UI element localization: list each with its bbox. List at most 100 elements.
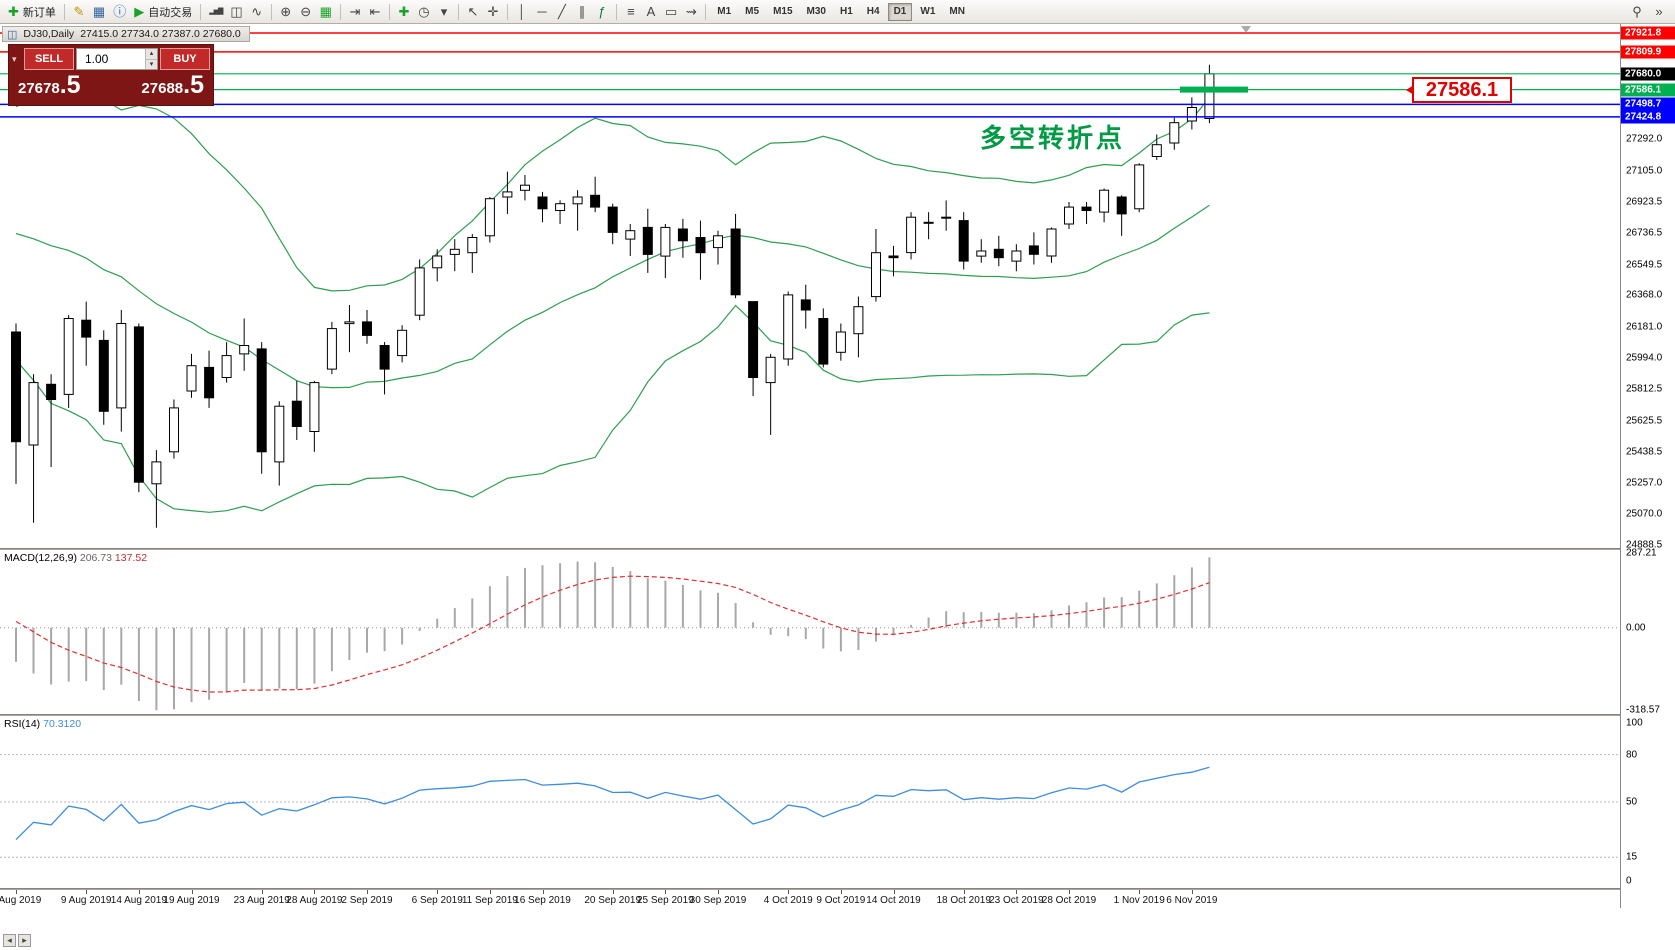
timeframe-w1-button[interactable]: W1	[920, 6, 936, 17]
bar-chart-icon[interactable]: ▂▅▇	[205, 2, 226, 22]
terminal-icon: ▦	[92, 4, 106, 19]
autotrading-button[interactable]: ▶ 自动交易	[130, 2, 196, 22]
candle	[607, 206, 618, 233]
one-click-collapse-icon[interactable]: ▾	[12, 54, 17, 64]
timeframe-mn-button[interactable]: MN	[949, 6, 965, 17]
horizontal-line-highlight[interactable]	[1180, 86, 1248, 93]
channel-icon[interactable]: ∥	[572, 2, 592, 22]
shapes-icon: ≡	[627, 4, 635, 19]
periods-icon[interactable]: ◷	[414, 2, 434, 22]
arrows-icon[interactable]: ⇝	[681, 2, 701, 22]
volume-increase-button[interactable]: ▴	[146, 49, 157, 60]
chart-window-icon: ◫	[7, 28, 18, 41]
templates-icon[interactable]: ▾	[434, 2, 454, 22]
rsi-line	[15, 766, 1210, 841]
pane-splitter[interactable]	[0, 888, 1675, 890]
shapes-icon[interactable]: ≡	[621, 2, 641, 22]
new-order-button[interactable]: ✚ 新订单	[4, 2, 60, 22]
search-icon[interactable]: ⚲	[1627, 2, 1647, 22]
timeframe-m1-button[interactable]: M1	[717, 6, 732, 17]
date-label: 6 Nov 2019	[1166, 895, 1218, 906]
axis-label: 25438.5	[1626, 446, 1663, 458]
sell-button[interactable]: SELL	[24, 48, 74, 70]
candlestick-chart-icon: ◫	[230, 4, 243, 19]
axis-label: 25625.5	[1626, 415, 1663, 426]
axis-label: 0	[1626, 875, 1632, 887]
main-chart[interactable]	[0, 24, 1620, 548]
axis-label: 26736.5	[1626, 227, 1663, 239]
volume-decrease-button[interactable]: ▾	[146, 59, 157, 69]
toolbar-separator	[457, 3, 459, 20]
zoom-in-icon[interactable]: ⊕	[276, 2, 296, 22]
horizontal-line-icon: ─	[537, 4, 547, 19]
vertical-line-icon[interactable]: │	[512, 2, 532, 22]
metaeditor-icon[interactable]: ✎	[69, 2, 89, 22]
candle	[379, 345, 390, 370]
candle	[1169, 122, 1180, 144]
bollinger-upper-band	[15, 87, 1210, 292]
date-tick	[16, 890, 17, 894]
crosshair-icon[interactable]: ✛	[483, 2, 503, 22]
macd-pane[interactable]	[0, 550, 1620, 714]
search-icon: ⚲	[1632, 4, 1642, 19]
timeframe-m15-button[interactable]: M15	[773, 6, 793, 17]
text-label-icon[interactable]: ▭	[661, 2, 681, 22]
date-tick	[788, 890, 790, 894]
price-axis-separator	[1620, 24, 1621, 908]
text-icon[interactable]: A	[641, 2, 661, 22]
candle	[467, 237, 478, 254]
axis-label: -318.57	[1626, 704, 1660, 716]
axis-label: 25994.0	[1626, 352, 1663, 364]
price-axis[interactable]: 27292.0 27105.0 26923.5 26736.5 26549.5 26368…	[1621, 24, 1675, 908]
buy-button[interactable]: BUY	[160, 48, 210, 70]
terminal-icon[interactable]: ▦	[89, 2, 109, 22]
overflow-icon[interactable]: »	[1649, 2, 1669, 22]
date-label: 16 Sep 2019	[514, 895, 571, 906]
candle	[169, 407, 179, 453]
timeframe-m5-button[interactable]: M5	[745, 6, 760, 17]
fibonacci-icon[interactable]: ƒ	[592, 2, 612, 22]
auto-scroll-icon[interactable]: ⇥	[345, 2, 365, 22]
tile-windows-icon[interactable]: ▦	[316, 2, 336, 22]
pane-splitter[interactable]	[0, 714, 1675, 716]
candle	[221, 355, 232, 379]
price-callout[interactable]: 27586.1	[1406, 77, 1512, 103]
candle	[28, 382, 39, 446]
chart-shift-marker[interactable]	[1241, 26, 1251, 33]
candlestick-chart-icon[interactable]: ◫	[226, 2, 246, 22]
timeframe-d1-button[interactable]: D1	[887, 2, 913, 21]
date-label: 23 Oct 2019	[989, 895, 1044, 906]
axis-label: 25070.0	[1626, 508, 1663, 520]
pane-splitter[interactable]	[0, 548, 1675, 550]
rsi-pane[interactable]	[0, 716, 1620, 888]
macd-main-value: 206.73	[79, 552, 112, 564]
volume-input[interactable]	[77, 49, 145, 69]
templates-icon: ▾	[440, 4, 448, 19]
chart-shift-icon[interactable]: ⇤	[365, 2, 385, 22]
candle	[309, 382, 320, 433]
axis-label: 80	[1626, 749, 1638, 761]
toolbar-separator	[63, 3, 65, 20]
new-order-button-label: 新订单	[22, 6, 56, 19]
chart-tabs-scroll-left[interactable]: ◂	[3, 934, 16, 947]
trendline-icon[interactable]: ╱	[552, 2, 572, 22]
arrows-icon: ⇝	[685, 4, 697, 19]
price-tag: 27809.9	[1621, 45, 1675, 59]
zoom-out-icon[interactable]: ⊖	[296, 2, 316, 22]
volume-spinner: ▴ ▾	[145, 49, 157, 69]
candle	[326, 328, 337, 370]
timeframe-h4-button[interactable]: H4	[866, 6, 880, 17]
axis-label: 26181.0	[1626, 321, 1663, 333]
line-chart-icon[interactable]: ∿	[247, 2, 267, 22]
timeframe-m30-button[interactable]: M30	[806, 6, 826, 17]
help-icon[interactable]: ⓘ	[109, 2, 130, 22]
timeframe-h1-button[interactable]: H1	[839, 6, 853, 17]
chart-tabs-scroll-right[interactable]: ▸	[18, 934, 31, 947]
candle	[344, 321, 355, 325]
price-tag: 27424.8	[1621, 110, 1675, 124]
horizontal-line-icon[interactable]: ─	[532, 2, 552, 22]
cursor-icon[interactable]: ↖	[463, 2, 483, 22]
indicators-icon[interactable]: ✚	[394, 2, 414, 22]
chart-annotation-text[interactable]: 多空转折点	[980, 123, 1126, 153]
